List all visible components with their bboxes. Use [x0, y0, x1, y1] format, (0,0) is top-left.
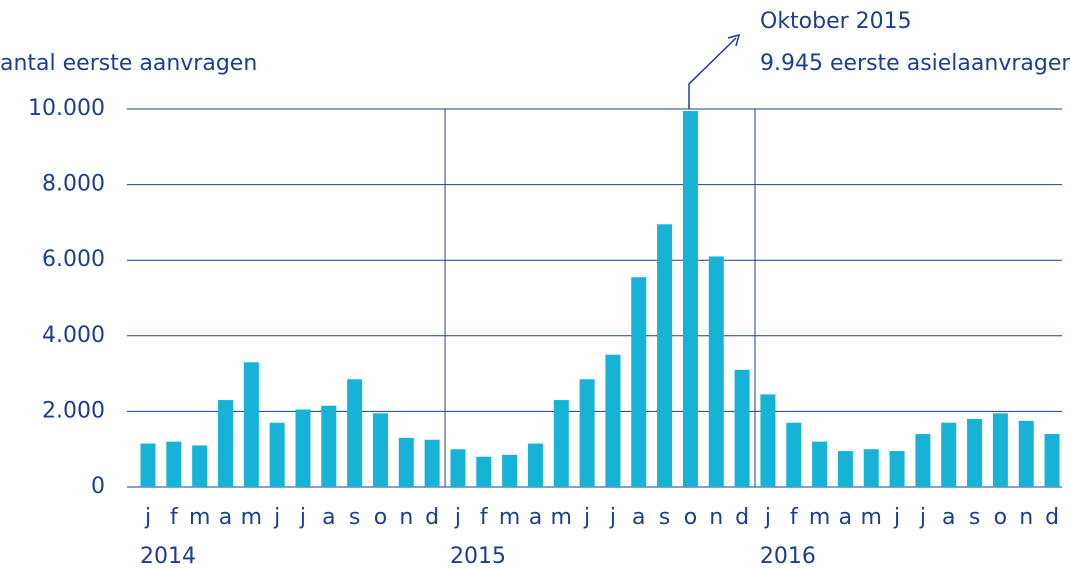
- bar: [269, 422, 285, 487]
- annotation-arrow: [727, 33, 741, 47]
- x-tick-label: d: [1045, 505, 1059, 530]
- bar: [631, 277, 647, 487]
- x-tick-label: d: [735, 505, 749, 530]
- annotation-text: 9.945 eerste asielaanvragen: [760, 51, 1070, 76]
- bar: [502, 454, 518, 487]
- x-tick-label: m: [241, 505, 262, 530]
- year-label: 2016: [760, 544, 816, 569]
- x-tick-label: a: [839, 505, 852, 530]
- y-tick-label: 4.000: [42, 323, 105, 348]
- bar: [217, 400, 233, 487]
- x-tick-label: s: [349, 505, 360, 530]
- bar: [192, 445, 208, 487]
- y-tick-label: 8.000: [42, 172, 105, 197]
- x-tick-label: j: [273, 505, 280, 530]
- x-tick-label: o: [374, 505, 387, 530]
- bar: [347, 379, 363, 487]
- x-tick-label: j: [144, 505, 151, 530]
- x-tick-label: f: [170, 505, 179, 530]
- x-tick-label: j: [764, 505, 771, 530]
- x-tick-label: j: [609, 505, 616, 530]
- x-tick-label: m: [809, 505, 830, 530]
- y-tick-label: 10.000: [28, 96, 105, 121]
- y-tick-label: 6.000: [42, 247, 105, 272]
- y-tick-label: 2.000: [42, 398, 105, 423]
- x-tick-label: s: [659, 505, 670, 530]
- bar: [915, 434, 931, 487]
- x-tick-label: a: [529, 505, 542, 530]
- x-tick-label: n: [709, 505, 723, 530]
- x-tick-label: s: [969, 505, 980, 530]
- bar: [243, 362, 259, 487]
- bar: [657, 224, 673, 488]
- x-tick-label: o: [994, 505, 1007, 530]
- year-label: 2015: [450, 544, 506, 569]
- x-tick-label: n: [399, 505, 413, 530]
- annotation-title: Oktober 2015: [760, 9, 912, 34]
- x-tick-label: j: [454, 505, 461, 530]
- bar: [837, 451, 853, 487]
- bar: [605, 354, 621, 487]
- x-tick-label: m: [189, 505, 210, 530]
- bar: [424, 439, 440, 487]
- bar: [579, 379, 595, 487]
- bar: [321, 405, 337, 487]
- x-tick-label: a: [219, 505, 232, 530]
- bar: [398, 437, 414, 487]
- bar: [140, 443, 156, 487]
- x-tick-label: j: [583, 505, 590, 530]
- bar: [941, 422, 957, 487]
- x-tick-label: j: [893, 505, 900, 530]
- bar: [527, 443, 543, 487]
- bar: [295, 409, 311, 487]
- bar: [476, 456, 492, 487]
- y-axis-label: antal eerste aanvragen: [0, 51, 257, 76]
- x-tick-label: n: [1019, 505, 1033, 530]
- bar: [450, 449, 466, 487]
- bar: [967, 418, 983, 487]
- x-tick-label: f: [480, 505, 489, 530]
- bar: [992, 413, 1008, 487]
- x-tick-label: o: [684, 505, 697, 530]
- x-tick-label: m: [551, 505, 572, 530]
- bar: [1018, 420, 1034, 487]
- x-tick-label: a: [632, 505, 645, 530]
- bar: [1044, 434, 1060, 487]
- x-tick-label: a: [322, 505, 335, 530]
- x-tick-label: a: [942, 505, 955, 530]
- bar: [889, 451, 905, 487]
- bar: [863, 449, 879, 487]
- x-tick-label: m: [861, 505, 882, 530]
- bar: [760, 394, 776, 487]
- bar: [166, 441, 182, 487]
- year-label: 2014: [140, 544, 196, 569]
- x-tick-label: m: [499, 505, 520, 530]
- bar: [812, 441, 828, 487]
- x-tick-label: f: [790, 505, 799, 530]
- x-tick-label: d: [425, 505, 439, 530]
- bar: [553, 400, 569, 487]
- bar: [786, 422, 802, 487]
- x-tick-label: j: [919, 505, 926, 530]
- bar: [372, 413, 388, 487]
- annotation-line: [688, 37, 737, 109]
- bar: [708, 256, 724, 487]
- bar: [682, 111, 698, 487]
- bar: [734, 369, 750, 487]
- x-tick-label: j: [299, 505, 306, 530]
- y-tick-label: 0: [91, 474, 105, 499]
